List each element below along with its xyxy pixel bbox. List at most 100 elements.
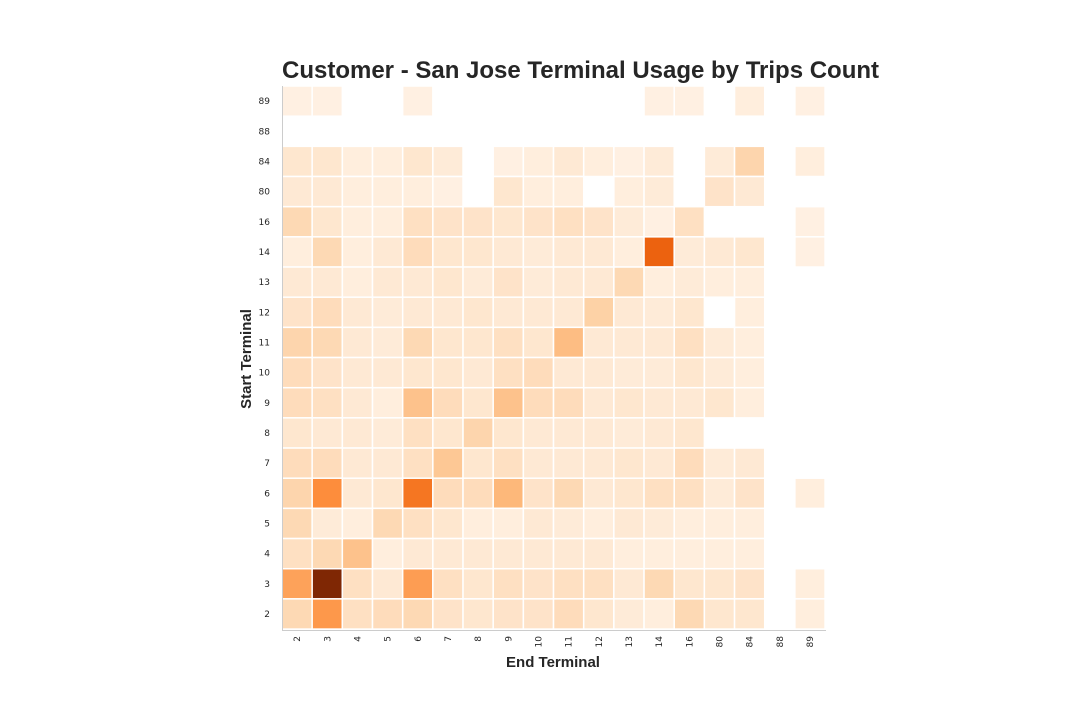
heatmap-cell-14-5 [371, 236, 404, 268]
heatmap-cell-84-11 [552, 145, 585, 178]
heatmap-cell-10-5 [371, 356, 404, 389]
heatmap-cell-13-12 [582, 266, 615, 298]
heatmap-cell-3-89 [794, 567, 826, 600]
heatmap-cell-13-2 [281, 266, 313, 298]
heatmap-cell-8-16 [673, 417, 706, 449]
heatmap-cell-11-14 [643, 326, 675, 359]
y-tick-label: 80 [259, 188, 271, 198]
heatmap-cell-80-6 [401, 175, 434, 208]
heatmap-cell-13-80 [703, 266, 736, 298]
heatmap-cell-16-5 [371, 205, 404, 238]
heatmap-cell-80-5 [371, 175, 404, 208]
heatmap-cell-14-3 [311, 236, 344, 268]
heatmap-cell-5-12 [582, 507, 615, 540]
heatmap-cell-84-4 [341, 145, 374, 178]
heatmap-cell-84-84 [733, 145, 766, 178]
y-tick-label: 14 [259, 248, 271, 258]
y-tick-label: 16 [259, 218, 271, 228]
heatmap-cell-14-2 [281, 236, 313, 268]
heatmap-cell-11-84 [733, 326, 766, 359]
heatmap-cell-2-5 [371, 598, 404, 630]
heatmap-cell-5-16 [673, 507, 706, 540]
heatmap-cell-14-84 [733, 236, 766, 268]
heatmap-cell-84-9 [492, 145, 525, 178]
heatmap-cell-6-7 [432, 477, 464, 510]
heatmap-cell-4-12 [582, 537, 615, 570]
heatmap-cell-3-80 [703, 567, 736, 600]
heatmap-cell-2-12 [582, 598, 615, 630]
heatmap-cell-5-9 [492, 507, 525, 540]
y-tick-label: 89 [259, 97, 271, 107]
heatmap-cell-8-6 [401, 417, 434, 449]
heatmap-cell-2-84 [733, 598, 766, 630]
y-tick-label: 88 [259, 127, 271, 137]
x-tick-label: 2 [293, 636, 303, 642]
heatmap-cell-10-16 [673, 356, 706, 389]
heatmap-cell-7-16 [673, 447, 706, 479]
heatmap-cell-12-84 [733, 296, 766, 329]
heatmap-cell-12-14 [643, 296, 675, 329]
heatmap-cell-84-89 [794, 145, 826, 178]
heatmap-cell-9-10 [522, 386, 555, 419]
heatmap-cell-8-10 [522, 417, 555, 449]
y-tick-label: 12 [259, 308, 270, 318]
heatmap-cell-14-11 [552, 236, 585, 268]
y-axis-title: Start Terminal [238, 309, 255, 409]
heatmap-cell-89-89 [794, 85, 826, 117]
heatmap-cell-13-5 [371, 266, 404, 298]
heatmap-cell-16-11 [552, 205, 585, 238]
heatmap-cell-3-10 [522, 567, 555, 600]
heatmap-cell-11-16 [673, 326, 706, 359]
heatmap-cell-4-10 [522, 537, 555, 570]
heatmap-cell-14-10 [522, 236, 555, 268]
heatmap-cell-7-84 [733, 447, 766, 479]
heatmap-axes [282, 86, 826, 631]
heatmap-cell-89-84 [733, 85, 766, 117]
x-tick-label: 88 [776, 636, 786, 648]
heatmap-cell-8-12 [582, 417, 615, 449]
y-tick-label: 7 [264, 459, 270, 469]
y-tick-label: 4 [264, 550, 270, 560]
heatmap-cell-13-10 [522, 266, 555, 298]
heatmap-cell-2-11 [552, 598, 585, 630]
heatmap-cell-5-4 [341, 507, 374, 540]
heatmap-cell-4-9 [492, 537, 525, 570]
heatmap-cell-9-8 [462, 386, 494, 419]
heatmap-cell-7-5 [371, 447, 404, 479]
heatmap-cell-14-80 [703, 236, 736, 268]
heatmap-cell-13-11 [552, 266, 585, 298]
heatmap-cell-5-14 [643, 507, 675, 540]
heatmap-cell-6-6 [401, 477, 434, 510]
y-tick-label: 11 [259, 338, 270, 348]
heatmap-cell-5-11 [552, 507, 585, 540]
heatmap-cell-2-14 [643, 598, 675, 630]
heatmap-cell-12-12 [582, 296, 615, 329]
x-tick-label: 6 [414, 636, 424, 642]
heatmap-cell-80-11 [552, 175, 585, 208]
heatmap-cell-4-7 [432, 537, 464, 570]
heatmap-cell-6-16 [673, 477, 706, 510]
heatmap-cell-6-2 [281, 477, 313, 510]
heatmap-cell-89-3 [311, 85, 344, 117]
x-tick-label: 5 [384, 636, 394, 642]
heatmap-cell-3-12 [582, 567, 615, 600]
heatmap-cell-14-14 [643, 236, 675, 268]
heatmap-cell-14-6 [401, 236, 434, 268]
heatmap-cell-7-2 [281, 447, 313, 479]
heatmap-cell-2-7 [432, 598, 464, 630]
heatmap-cell-9-11 [552, 386, 585, 419]
heatmap-cell-9-84 [733, 386, 766, 419]
heatmap-cell-11-80 [703, 326, 736, 359]
heatmap-cell-9-16 [673, 386, 706, 419]
heatmap-cell-5-7 [432, 507, 464, 540]
heatmap-cell-2-8 [462, 598, 494, 630]
heatmap-cell-80-7 [432, 175, 464, 208]
heatmap-cell-16-6 [401, 205, 434, 238]
heatmap-cell-11-9 [492, 326, 525, 359]
heatmap-cell-2-6 [401, 598, 434, 630]
x-tick-label: 9 [504, 636, 514, 642]
heatmap-cell-8-3 [311, 417, 344, 449]
heatmap-cell-9-12 [582, 386, 615, 419]
heatmap-cell-4-16 [673, 537, 706, 570]
heatmap-cell-8-14 [643, 417, 675, 449]
